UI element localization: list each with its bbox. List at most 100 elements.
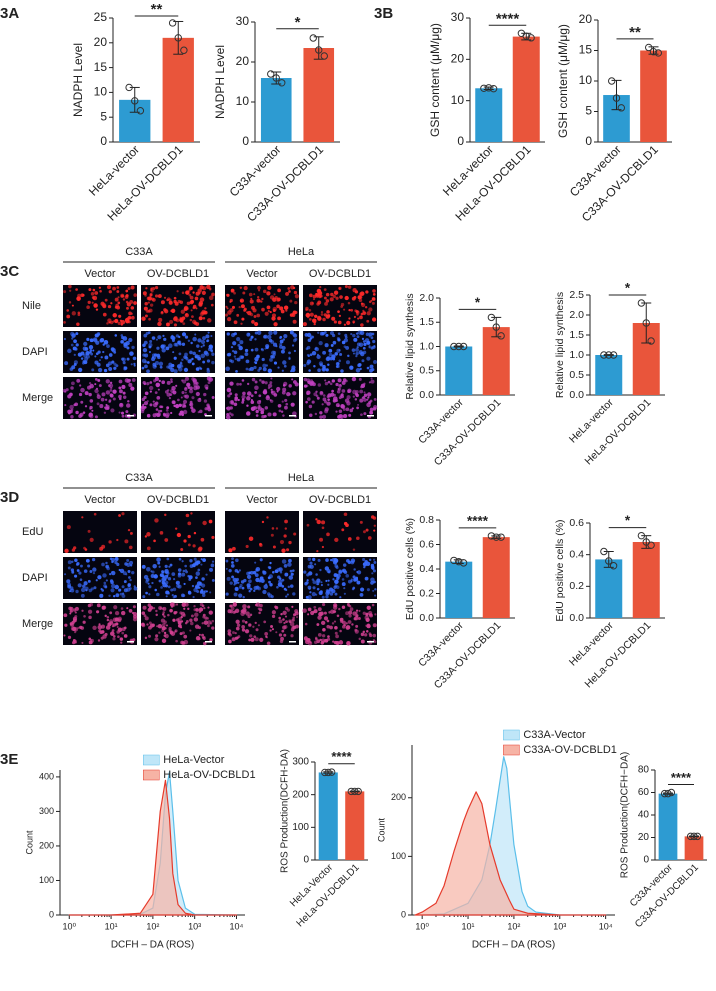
- cell: [350, 366, 353, 369]
- cell: [190, 512, 193, 515]
- cell: [141, 623, 146, 628]
- cell: [143, 340, 148, 345]
- cell: [345, 574, 349, 578]
- cell: [345, 611, 350, 616]
- cell: [71, 548, 76, 552]
- cell: [180, 620, 184, 623]
- scale-bar: [205, 641, 212, 643]
- cell: [195, 571, 200, 576]
- data-point: [600, 351, 608, 359]
- cell: [72, 608, 77, 612]
- cell: [290, 584, 294, 588]
- cell: [121, 357, 126, 362]
- cell: [271, 610, 276, 615]
- cell: [177, 398, 180, 402]
- cell: [144, 353, 149, 358]
- cell: [127, 583, 131, 587]
- micrograph: [141, 511, 215, 553]
- cell: [291, 378, 294, 381]
- cell: [205, 573, 208, 576]
- cell: [278, 619, 283, 624]
- cell: [369, 407, 374, 412]
- data-point: [315, 46, 323, 54]
- cell: [292, 592, 296, 596]
- cell: [100, 338, 105, 343]
- cell: [231, 561, 234, 564]
- y-tick-label: 80: [638, 765, 650, 776]
- cell: [191, 408, 196, 413]
- cell: [333, 573, 338, 578]
- cell: [366, 319, 370, 323]
- micrograph: [225, 330, 299, 374]
- cell: [228, 568, 232, 573]
- cell: [165, 408, 169, 412]
- cell: [316, 549, 319, 553]
- cell: [170, 588, 174, 592]
- cell: [283, 564, 288, 568]
- cell: [92, 288, 96, 292]
- cell: [306, 390, 311, 395]
- cell: [201, 633, 205, 637]
- cell: [335, 382, 339, 387]
- cell: [164, 538, 169, 542]
- y-tick-label: 0: [49, 909, 54, 919]
- cell: [110, 588, 115, 593]
- cell: [198, 316, 203, 321]
- cell: [373, 560, 377, 564]
- cell: [173, 577, 176, 581]
- cell: [157, 294, 162, 299]
- cell: [267, 383, 273, 388]
- cell: [351, 623, 354, 626]
- cell: [173, 296, 177, 300]
- cell: [100, 587, 103, 591]
- cell: [196, 344, 200, 348]
- cell: [187, 359, 192, 364]
- cell: [358, 377, 362, 381]
- cell: [104, 398, 108, 401]
- cell: [251, 305, 256, 310]
- cell: [98, 359, 101, 362]
- cell: [353, 315, 357, 319]
- cell: [126, 346, 130, 350]
- cell: [326, 334, 329, 337]
- cell: [316, 519, 321, 525]
- cell: [331, 316, 336, 321]
- cell: [83, 581, 88, 586]
- cell: [123, 580, 127, 584]
- cell: [170, 631, 176, 636]
- cell: [363, 393, 368, 398]
- cell: [367, 536, 372, 540]
- cell: [326, 532, 330, 537]
- cell: [142, 595, 146, 599]
- cell: [265, 395, 271, 401]
- y-tick-label: 1.5: [569, 329, 584, 341]
- cell: [184, 569, 188, 572]
- y-axis-label: EdU positive cells (%): [404, 518, 416, 620]
- cell: [211, 535, 215, 540]
- cell: [342, 378, 347, 382]
- cell: [87, 300, 91, 305]
- cell: [321, 520, 326, 525]
- cell: [78, 392, 83, 397]
- cell: [356, 346, 359, 349]
- data-point: [497, 533, 505, 541]
- cell: [353, 578, 357, 582]
- cell: [168, 343, 173, 349]
- cell: [240, 322, 243, 325]
- cell: [79, 625, 83, 630]
- cell: [133, 586, 138, 591]
- cell: [183, 355, 187, 359]
- cell: [195, 391, 200, 397]
- cell: [166, 406, 170, 410]
- cell: [123, 588, 128, 593]
- cell: [156, 353, 161, 358]
- cell: [281, 390, 286, 395]
- cell: [145, 309, 149, 313]
- cell: [109, 611, 113, 615]
- cell: [325, 579, 328, 583]
- cell: [68, 301, 72, 304]
- cell: [189, 350, 193, 355]
- data-point: [605, 557, 613, 565]
- legend-swatch: [503, 729, 520, 741]
- cell: [289, 313, 294, 317]
